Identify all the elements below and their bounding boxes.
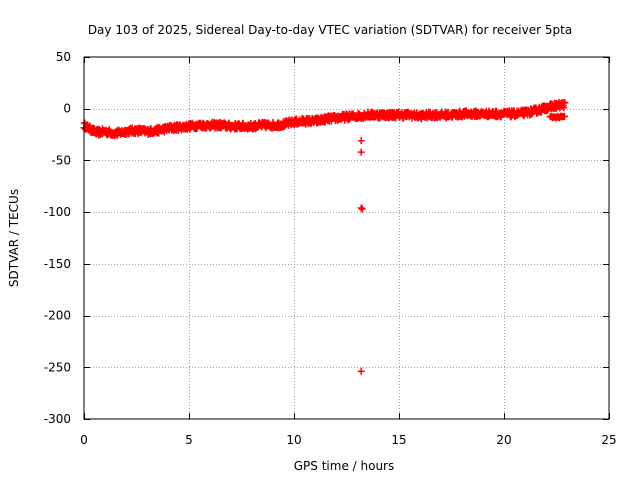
data-point [561,99,569,107]
y-tick-label: 50 [56,50,71,64]
outlier-point [357,204,365,212]
outlier-point [357,148,365,156]
y-tick-label: -50 [51,153,71,167]
x-axis-label: GPS time / hours [294,459,395,473]
y-tick-label: 0 [63,102,71,116]
y-tick-label: -200 [44,309,71,323]
x-tick-label: 25 [601,433,616,447]
y-tick-label: -250 [44,360,71,374]
outlier-point [357,367,365,375]
y-tick-label: -150 [44,257,71,271]
x-tick-label: 20 [496,433,511,447]
y-tick-label: -300 [44,412,71,426]
x-tick-label: 5 [185,433,193,447]
y-tick-label: -100 [44,205,71,219]
plot-frame [83,56,610,420]
data-point [560,112,568,120]
x-tick-label: 0 [80,433,88,447]
data-points [80,98,569,375]
chart-title: Day 103 of 2025, Sidereal Day-to-day VTE… [88,23,572,37]
outlier-point [357,137,365,145]
axis-ticks: 0 5 10 15 20 25 50 0 -50 -100 -150 -200 -250 -300 [44,50,617,447]
y-axis-label: SDTVAR / TECUs [7,189,21,287]
x-tick-label: 10 [286,433,301,447]
x-tick-label: 15 [391,433,406,447]
outlier-point [358,205,366,213]
